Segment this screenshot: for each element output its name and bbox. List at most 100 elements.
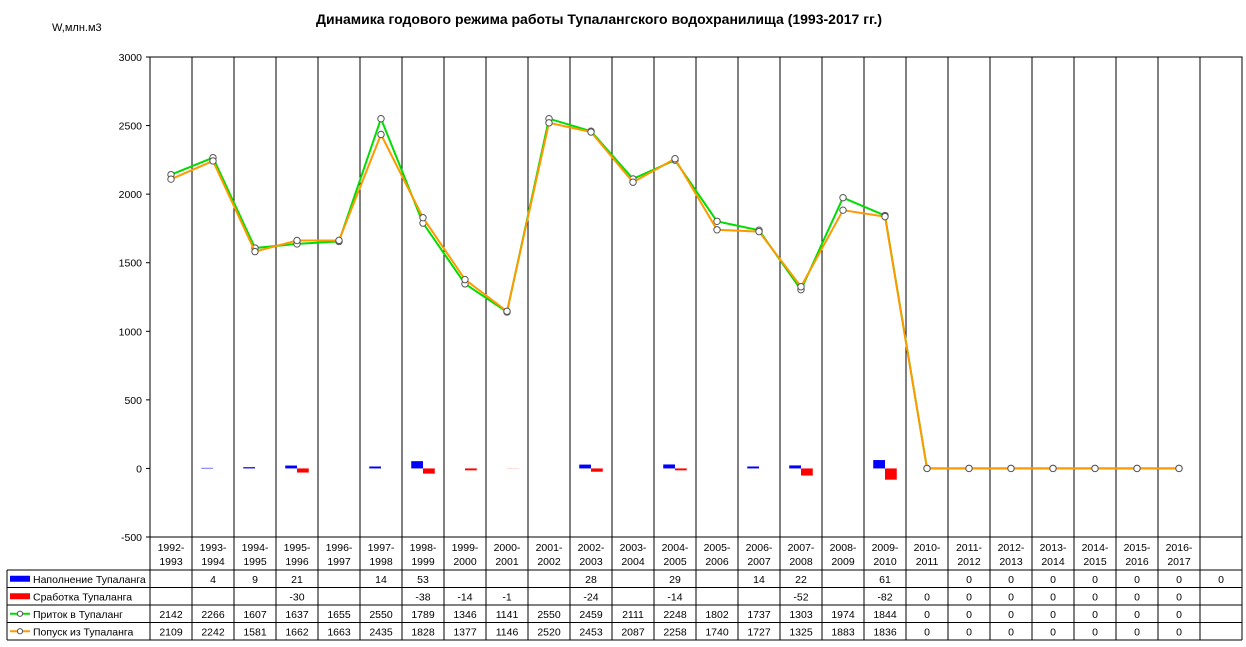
data-point (713, 217, 721, 225)
table-cell-value: 0 (1176, 574, 1182, 586)
x-tick-label: 1993- (200, 542, 227, 554)
table-cell-value: 0 (1092, 626, 1098, 638)
y-tick-label: 3000 (119, 52, 143, 64)
x-tick-label: 2014- (1082, 542, 1109, 554)
data-point (503, 307, 511, 315)
x-tick-label: 2001 (495, 556, 519, 568)
bar-fill (873, 460, 885, 469)
x-tick-label: 1992- (158, 542, 185, 554)
bar-fill (369, 466, 381, 469)
table-cell-value: 1844 (873, 609, 897, 621)
table-cell-value: 2520 (537, 626, 561, 638)
x-tick-label: 2015- (1124, 542, 1151, 554)
table-cell-value: 0 (1176, 626, 1182, 638)
legend-entry: Наполнение Тупаланга (33, 574, 146, 586)
table-cell-value: 2266 (201, 609, 225, 621)
table-cell-value: 0 (924, 591, 930, 603)
x-tick-label: 1994 (201, 556, 225, 568)
x-tick-label: 2004- (662, 542, 689, 554)
table-cell-value: 2258 (663, 626, 687, 638)
x-tick-label: 1999 (411, 556, 435, 568)
table-cell-value: 0 (1092, 574, 1098, 586)
x-tick-label: 2006- (746, 542, 773, 554)
y-tick-label: 1500 (119, 258, 143, 270)
x-tick-label: 2003 (579, 556, 603, 568)
bar-fill (747, 466, 759, 469)
bar-drawdown (465, 468, 477, 471)
table-cell-value: 0 (1050, 626, 1056, 638)
table-cell-value: 4 (210, 574, 216, 586)
data-point (923, 464, 931, 473)
table-cell-value: 0 (966, 574, 972, 586)
table-cell-value: 1740 (705, 626, 729, 638)
table-cell-value: 1974 (831, 609, 855, 621)
data-point (461, 275, 469, 284)
x-tick-label: 2005- (704, 542, 731, 554)
table-cell-value: -24 (583, 591, 598, 603)
table-cell-value: 2459 (579, 609, 603, 621)
x-tick-label: 1996 (285, 556, 309, 568)
x-tick-label: 1997- (368, 542, 395, 554)
table-cell-value: 1325 (789, 626, 813, 638)
x-tick-label: 2009- (872, 542, 899, 554)
x-tick-label: 2006 (705, 556, 729, 568)
data-point (251, 247, 259, 256)
table-cell-value: 2435 (369, 626, 393, 638)
table-cell-value: 1789 (411, 609, 435, 621)
table-cell-value: 1802 (705, 609, 729, 621)
legend-entry: Попуск из Тупаланга (33, 626, 134, 638)
chart-title: Динамика годового режима работы Тупаланг… (315, 11, 883, 27)
series-line-release (170, 121, 1179, 470)
bar-drawdown (423, 468, 435, 474)
x-tick-label: 2011- (956, 542, 983, 554)
x-tick-label: 2008 (789, 556, 813, 568)
bar-fill (789, 465, 801, 469)
x-tick-label: 2010- (914, 542, 941, 554)
x-tick-label: 2013 (999, 556, 1023, 568)
table-cell-value: 9 (252, 574, 258, 586)
x-tick-label: 2002 (537, 556, 561, 568)
table-cell-value: 2550 (537, 609, 561, 621)
x-tick-label: 1994- (242, 542, 269, 554)
y-tick-label: 0 (136, 463, 142, 475)
table-cell-value: 0 (1134, 609, 1140, 621)
bar-fill (201, 467, 213, 469)
table-cell-value: 1663 (327, 626, 351, 638)
table-cell-value: 53 (417, 574, 429, 586)
bar-drawdown (885, 468, 897, 480)
table-cell-value: 2087 (621, 626, 645, 638)
table-cell-value: -38 (415, 591, 430, 603)
table-cell-value: 2111 (622, 609, 644, 621)
table-cell-value: 61 (879, 574, 891, 586)
table-cell-value: 0 (924, 609, 930, 621)
table-cell-value: 28 (585, 574, 597, 586)
x-tick-label: 2007 (747, 556, 771, 568)
table-cell-value: -14 (457, 591, 472, 603)
legend-entry: Приток в Тупаланг (33, 609, 123, 621)
table-cell-value: -14 (667, 591, 682, 603)
bar-drawdown (591, 468, 603, 472)
bar-fill (663, 464, 675, 469)
table-cell-value: 0 (1134, 574, 1140, 586)
x-tick-label: 2009 (831, 556, 855, 568)
table-cell-value: -52 (793, 591, 808, 603)
data-point (839, 206, 847, 214)
data-point (587, 128, 595, 136)
table-cell-value: -82 (877, 591, 892, 603)
x-tick-label: 2005 (663, 556, 687, 568)
table-cell-value: 1662 (285, 626, 309, 638)
data-point (671, 155, 679, 163)
data-point (293, 236, 301, 245)
x-tick-label: 2004 (621, 556, 645, 568)
data-point (1175, 464, 1183, 473)
legend-entry: Сработка Тупаланга (33, 591, 132, 603)
table-cell-value: -30 (289, 591, 304, 603)
bar-drawdown (675, 468, 687, 471)
data-point (839, 194, 847, 202)
table-cell-value: 0 (1008, 574, 1014, 586)
data-point (965, 464, 973, 473)
x-tick-label: 2016 (1125, 556, 1149, 568)
bar-fill (285, 465, 297, 469)
x-tick-label: 2003- (620, 542, 647, 554)
table-cell-value: 2142 (159, 609, 183, 621)
